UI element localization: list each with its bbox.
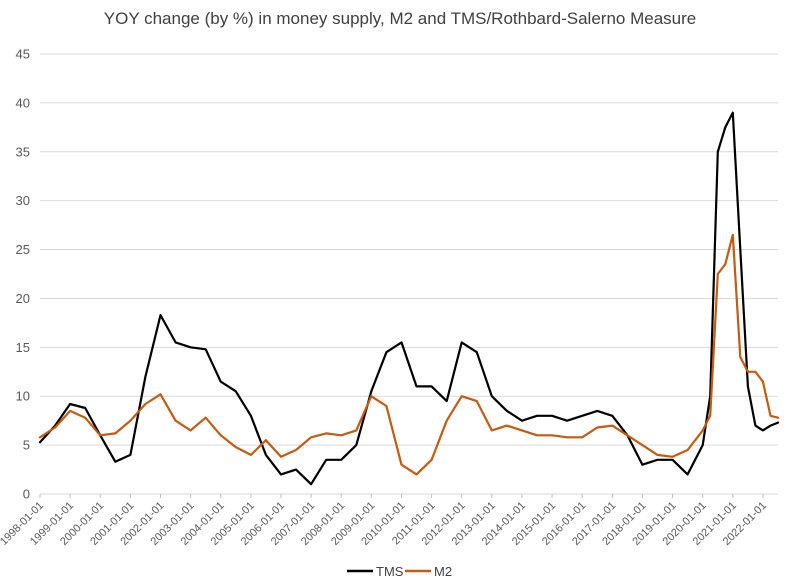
gridlines	[40, 53, 778, 495]
y-axis-ticks: 0 5 10 15 20 25 30 35 40 45	[16, 47, 30, 502]
y-tick-label: 40	[16, 95, 30, 110]
series-lines	[38, 111, 780, 486]
y-tick-label: 0	[23, 487, 30, 502]
y-tick-label: 10	[16, 389, 30, 404]
y-tick-label: 20	[16, 291, 30, 306]
y-tick-label: 5	[23, 438, 30, 453]
y-tick-label: 30	[16, 193, 30, 208]
x-axis-ticks: 1998-01-011999-01-012000-01-012001-01-01…	[0, 494, 769, 548]
y-tick-label: 45	[16, 47, 30, 62]
y-tick-label: 25	[16, 242, 30, 257]
series-line-m2	[38, 233, 780, 476]
legend: TMS M2	[347, 564, 452, 579]
legend-label-m2: M2	[434, 564, 452, 579]
chart-title: YOY change (by %) in money supply, M2 an…	[104, 9, 696, 28]
legend-label-tms: TMS	[376, 564, 404, 579]
y-tick-label: 15	[16, 340, 30, 355]
y-tick-label: 35	[16, 144, 30, 159]
